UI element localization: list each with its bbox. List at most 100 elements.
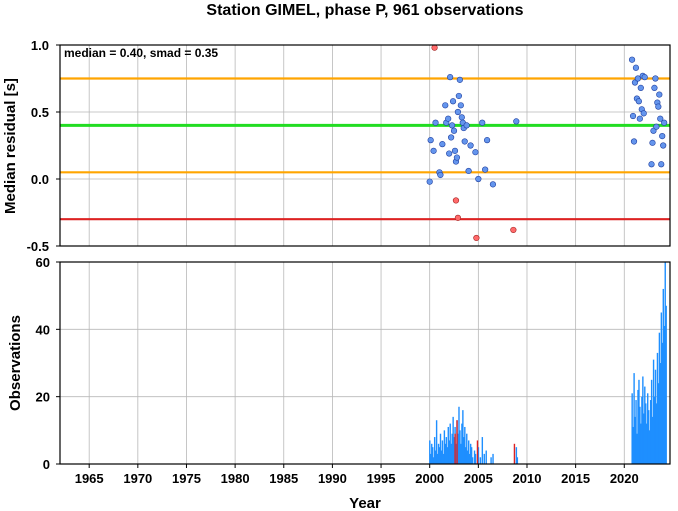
observation-bar bbox=[646, 423, 648, 464]
outlier-observation-bar bbox=[513, 443, 516, 464]
residual-point bbox=[648, 161, 655, 168]
stats-annotation: median = 0.40, smad = 0.35 bbox=[64, 46, 218, 60]
observation-bar bbox=[438, 447, 441, 464]
residual-point bbox=[479, 119, 486, 126]
observation-bar bbox=[485, 450, 487, 464]
residual-point bbox=[455, 92, 462, 100]
observation-bar bbox=[435, 420, 438, 464]
observation-bar bbox=[492, 453, 494, 464]
year-x-tick-label: 1990 bbox=[318, 471, 347, 486]
observations-y-tick-label: 0 bbox=[43, 457, 50, 472]
residual-y-ticks: -0.5 0.0 0.5 1.0 bbox=[27, 38, 60, 254]
observation-bar bbox=[460, 443, 462, 464]
observation-bar bbox=[658, 332, 661, 464]
observation-bar bbox=[655, 403, 658, 464]
observation-bar bbox=[665, 305, 667, 464]
residual-point bbox=[658, 161, 665, 168]
observation-bar bbox=[634, 416, 636, 464]
residual-point bbox=[427, 137, 434, 144]
observation-bar bbox=[440, 450, 443, 464]
observation-bar bbox=[651, 416, 654, 464]
residual-point bbox=[513, 118, 520, 125]
residual-point bbox=[655, 103, 662, 110]
observation-bar bbox=[450, 443, 452, 464]
outlier-residual-point bbox=[510, 226, 517, 234]
outlier-residual-point bbox=[452, 197, 460, 204]
reference-lines bbox=[60, 77, 670, 221]
observation-bar bbox=[654, 369, 657, 464]
outlier-residual-point bbox=[473, 234, 480, 242]
observation-bar bbox=[437, 443, 440, 464]
residual-point bbox=[448, 122, 456, 129]
observations-y-ticks: 0 20 40 60 bbox=[36, 255, 60, 472]
observation-bar bbox=[645, 403, 647, 464]
observations-panel: 0 20 40 60 1965 1970 1975 1980 1985 1990 1995 2000… bbox=[7, 255, 671, 511]
year-x-tick-label: 2015 bbox=[561, 471, 590, 486]
outlier-observation-bar bbox=[456, 420, 458, 464]
residual-points bbox=[426, 44, 668, 242]
residual-point bbox=[661, 119, 668, 126]
year-x-tick-label: 1970 bbox=[123, 471, 152, 486]
observation-bar bbox=[432, 447, 434, 464]
residual-point bbox=[482, 166, 489, 173]
observation-bar bbox=[633, 373, 635, 464]
residual-point bbox=[660, 142, 667, 149]
residual-y-tick-label: -0.5 bbox=[27, 239, 49, 254]
observation-bar bbox=[647, 410, 650, 464]
residual-plot-frame bbox=[60, 45, 670, 246]
residual-y-tick-label: 0.0 bbox=[31, 172, 49, 187]
observation-bar bbox=[644, 386, 646, 464]
observation-bar bbox=[635, 400, 637, 464]
observation-bar bbox=[468, 440, 470, 464]
observation-bar bbox=[464, 426, 466, 464]
observation-bar bbox=[453, 437, 455, 464]
observation-bar bbox=[442, 453, 445, 464]
observation-bar bbox=[637, 389, 639, 464]
residual-point bbox=[653, 123, 660, 130]
residual-point bbox=[652, 75, 659, 82]
residual-point bbox=[463, 122, 470, 129]
residual-point bbox=[457, 102, 464, 109]
year-x-tick-label: 1975 bbox=[172, 471, 201, 486]
observation-bar bbox=[483, 453, 485, 464]
residual-point bbox=[656, 91, 663, 98]
residual-point bbox=[445, 115, 452, 122]
observation-bar bbox=[445, 437, 448, 464]
observation-bar bbox=[473, 450, 476, 464]
residual-point bbox=[430, 147, 437, 154]
observation-bar bbox=[662, 288, 664, 464]
observation-bar bbox=[663, 325, 665, 464]
residual-point bbox=[453, 154, 461, 161]
residual-point bbox=[659, 133, 666, 140]
residual-point bbox=[458, 114, 465, 121]
residual-point bbox=[628, 56, 636, 63]
observation-bar bbox=[433, 437, 436, 464]
year-x-tick-label: 2020 bbox=[610, 471, 639, 486]
observation-bar bbox=[652, 359, 655, 464]
observation-bar bbox=[638, 379, 640, 464]
observation-bar bbox=[458, 406, 460, 464]
residual-point bbox=[442, 102, 449, 109]
observation-bar bbox=[656, 352, 659, 464]
chart-title: Station GIMEL, phase P, 961 observations bbox=[206, 2, 523, 19]
residual-y-axis-label: Median residual [s] bbox=[2, 78, 19, 214]
observation-bar bbox=[642, 376, 644, 464]
residual-point bbox=[461, 138, 468, 145]
residual-point bbox=[450, 127, 458, 134]
observations-y-tick-label: 60 bbox=[36, 255, 50, 270]
observation-bar bbox=[632, 426, 634, 464]
observation-bar bbox=[471, 457, 474, 464]
outlier-residual-point bbox=[431, 44, 438, 51]
residual-point bbox=[449, 98, 457, 105]
residual-point bbox=[632, 64, 640, 71]
residual-point bbox=[630, 138, 638, 145]
observation-bar bbox=[477, 447, 480, 464]
observation-bar bbox=[481, 437, 484, 464]
residual-point bbox=[456, 76, 463, 83]
observation-bar bbox=[490, 457, 492, 464]
observation-bar bbox=[468, 453, 471, 464]
year-x-tick-label: 1985 bbox=[269, 471, 298, 486]
observation-bar bbox=[648, 430, 651, 464]
observation-bar bbox=[448, 440, 450, 464]
